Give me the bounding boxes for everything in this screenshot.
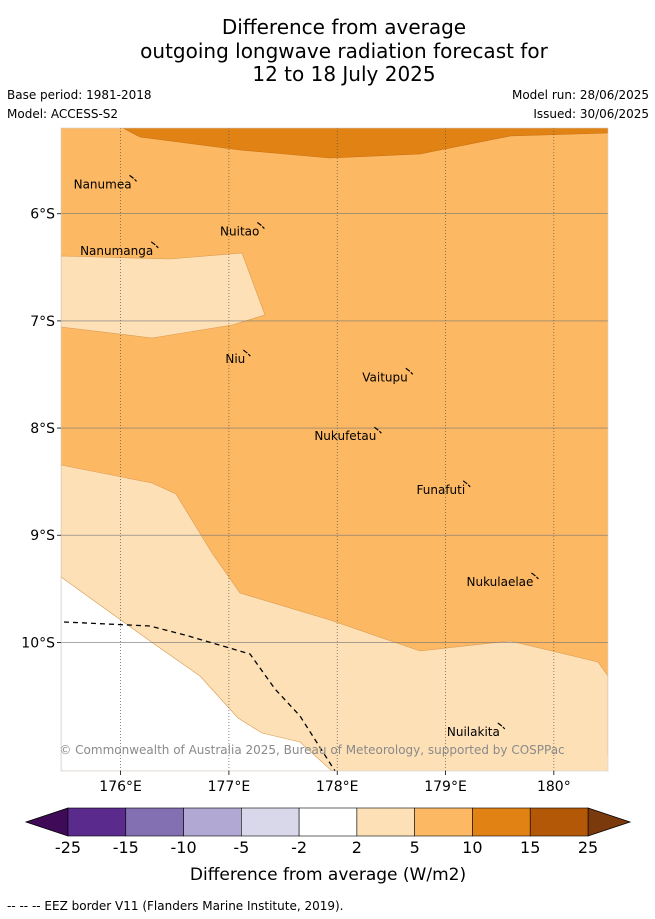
colorbar-tick-label-7: 10 [462,838,482,857]
island-nukufetau-shape [374,426,382,434]
chart-title: Difference from average outgoing longwav… [0,15,655,87]
eez-legend-note: -- -- -- EEZ border V11 (Flanders Marine… [7,899,344,913]
colorbar-tick-label-0: -25 [55,838,81,857]
lat-tick-label-2: 8°S [30,421,55,437]
colorbar-under-arrow [24,807,69,837]
colorbar-label: Difference from average (W/m2) [190,865,466,885]
title-line-1: Difference from average [221,15,467,39]
colorbar-tick-label-3: -5 [233,838,249,857]
lat-tick-label-4: 10°S [21,635,55,651]
islands: Nanumea Nuitao Nanumanga Niu Vaitupu Nukufeta… [74,174,539,739]
colorbar-over-arrow [587,807,632,837]
lon-tick-label-4: 180° [537,779,571,795]
island-nanumea-label: Nanumea [74,177,132,191]
map-frame [60,127,609,772]
band-2-to-5-west [61,252,266,339]
anomaly-field [61,128,608,771]
base-period-label: Base period: 1981-2018 [7,88,152,102]
island-nanumea-shape [129,174,137,182]
band-below-2 [61,576,333,771]
island-niu-label: Niu [225,352,245,366]
colorbar-tick-label-8: 15 [520,838,540,857]
island-vaitupu-shape [405,367,414,375]
model-run-label: Model run: 28/06/2025 [511,88,649,102]
lat-tick-label-1: 7°S [30,314,55,330]
island-niu-shape [242,349,251,357]
title-line-2: outgoing longwave radiation forecast for [140,38,548,63]
island-funafuti-label: Funafuti [417,483,466,497]
lon-tick-label-3: 179°E [424,779,467,795]
colorbar-bin-1 [125,807,184,837]
colorbar-bin-7 [472,807,531,837]
lat-tick-label-0: 6°S [30,207,55,223]
colorbar-tick-label-2: -10 [170,838,196,857]
colorbar: -25 -15 -10 -5 -2 2 5 10 15 25 [24,807,632,857]
island-nukufetau-label: Nukufetau [314,429,376,443]
model-label: Model: ACCESS-S2 [7,107,119,121]
island-vaitupu-label: Vaitupu [362,370,408,384]
map-axes: 176°E 177°E 178°E 179°E 180° 6°S 7°S 8°S 9°S 10°S [21,207,570,795]
colorbar-bin-3 [241,807,300,837]
island-nuilakita-shape [497,722,506,730]
band-10-to-15 [122,128,608,159]
island-nukulaelae-shape [531,572,539,580]
colorbar-bin-6 [414,807,473,837]
colorbar-bin-4 [298,807,358,837]
lon-tick-label-1: 177°E [208,779,251,795]
island-nuitao-label: Nuitao [220,225,259,239]
eez-border-line [63,621,336,771]
copyright-text: © Commonwealth of Australia 2025, Bureau… [59,743,564,757]
graticule [61,128,608,771]
island-nuilakita-label: Nuilakita [447,725,500,739]
colorbar-bin-5 [356,807,415,837]
colorbar-tick-label-5: 2 [352,838,362,857]
island-nanumanga-shape [150,241,159,249]
island-funafuti-shape [462,480,471,488]
colorbar-tick-label-4: -2 [291,838,307,857]
colorbar-bin-0 [67,807,127,837]
colorbar-tick-label-6: 5 [410,838,420,857]
island-nukulaelae-label: Nukulaelae [467,575,534,589]
issued-label: Issued: 30/06/2025 [533,107,649,121]
colorbar-bin-8 [529,807,589,837]
lon-tick-label-0: 176°E [99,779,142,795]
eez-border [63,621,336,771]
island-nanumanga-label: Nanumanga [80,244,153,258]
colorbar-tick-label-1: -15 [113,838,139,857]
title-line-3: 12 to 18 July 2025 [252,62,436,86]
island-nuitao-shape [257,222,265,229]
colorbar-bin-2 [183,807,242,837]
colorbar-tick-label-9: 25 [578,838,598,857]
lon-tick-label-2: 178°E [316,779,359,795]
lat-tick-label-3: 9°S [30,528,55,544]
